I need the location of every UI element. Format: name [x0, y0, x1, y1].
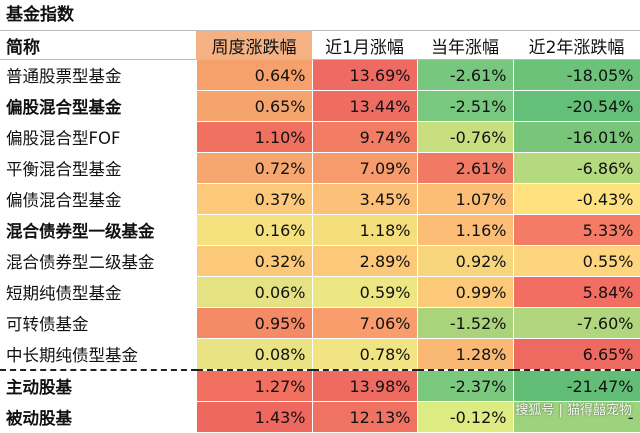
- table-row: 偏债混合型基金 0.37% 3.45% 1.07% -0.43%: [0, 183, 640, 215]
- value-cell: 0.72%: [196, 152, 313, 184]
- value-cell: -20.54%: [513, 90, 640, 122]
- fund-name-cell: 普通股票型基金: [0, 59, 197, 91]
- fund-name-cell: 混合债券型一级基金: [0, 214, 197, 246]
- value-cell: -1.52%: [417, 307, 514, 339]
- fund-name-cell: 偏债混合型基金: [0, 183, 197, 215]
- table-row: 偏股混合型基金 0.65% 13.44% -2.51% -20.54%: [0, 90, 640, 122]
- value-cell: 12.13%: [312, 401, 418, 433]
- value-cell: 7.09%: [312, 152, 418, 184]
- table-title: 基金指数: [6, 5, 74, 25]
- value-cell: 2.61%: [417, 152, 514, 184]
- value-cell: -0.76%: [417, 121, 514, 153]
- value-cell: 0.78%: [312, 338, 418, 371]
- fund-name-cell: 偏股混合型FOF: [0, 121, 197, 153]
- value-cell: -2.37%: [417, 369, 514, 402]
- value-cell: 0.92%: [417, 245, 514, 277]
- table-row: 普通股票型基金 0.64% 13.69% -2.61% -18.05%: [0, 59, 640, 91]
- value-cell: 1.07%: [417, 183, 514, 215]
- value-cell: -2.61%: [417, 59, 514, 91]
- header-name: 简称: [0, 30, 196, 60]
- value-cell: 0.37%: [196, 183, 313, 215]
- table-row: 平衡混合型基金 0.72% 7.09% 2.61% -6.86%: [0, 152, 640, 184]
- value-cell: 0.65%: [196, 90, 313, 122]
- value-cell: 7.06%: [312, 307, 418, 339]
- value-cell: 0.95%: [196, 307, 313, 339]
- fund-name-cell: 平衡混合型基金: [0, 152, 197, 184]
- value-cell: 13.98%: [312, 369, 418, 402]
- header-2y-change: 近2年涨跌幅: [513, 30, 640, 60]
- value-cell: 6.65%: [513, 338, 640, 371]
- fund-index-table: 简称 周度涨跌幅 近1月涨幅 当年涨幅 近2年涨跌幅 普通股票型基金 0.64% 1…: [0, 30, 640, 433]
- value-cell: 5.84%: [513, 276, 640, 308]
- value-cell: 1.10%: [196, 121, 313, 153]
- fund-name-cell: 中长期纯债型基金: [0, 338, 197, 371]
- watermark-text: 搜狐号 | 猫得囍宠物: [515, 403, 632, 418]
- fund-name-cell: 短期纯债型基金: [0, 276, 197, 308]
- table-row: 偏股混合型FOF 1.10% 9.74% -0.76% -16.01%: [0, 121, 640, 153]
- table-row: 混合债券型二级基金 0.32% 2.89% 0.92% 0.55%: [0, 245, 640, 277]
- value-cell: -7.60%: [513, 307, 640, 339]
- value-cell: 1.43%: [196, 401, 313, 433]
- table-row: 短期纯债型基金 0.06% 0.59% 0.99% 5.84%: [0, 276, 640, 308]
- value-cell: 0.64%: [196, 59, 313, 91]
- table-row: 可转债基金 0.95% 7.06% -1.52% -7.60%: [0, 307, 640, 339]
- fund-name-cell: 混合债券型二级基金: [0, 245, 197, 277]
- header-weekly-change: 周度涨跌幅: [196, 30, 312, 60]
- value-cell: 1.16%: [417, 214, 514, 246]
- value-cell: 0.59%: [312, 276, 418, 308]
- value-cell: -6.86%: [513, 152, 640, 184]
- header-1m-change: 近1月涨幅: [312, 30, 417, 60]
- value-cell: 0.99%: [417, 276, 514, 308]
- value-cell: 9.74%: [312, 121, 418, 153]
- table-row: 中长期纯债型基金 0.08% 0.78% 1.28% 6.65%: [0, 338, 640, 371]
- value-cell: -18.05%: [513, 59, 640, 91]
- value-cell: -21.47%: [513, 369, 640, 402]
- fund-name-cell: 被动股基: [0, 401, 197, 433]
- fund-name-cell: 可转债基金: [0, 307, 197, 339]
- value-cell: 0.55%: [513, 245, 640, 277]
- header-ytd-change: 当年涨幅: [417, 30, 513, 60]
- fund-name-cell: 主动股基: [0, 369, 197, 402]
- value-cell: 13.44%: [312, 90, 418, 122]
- value-cell: 2.89%: [312, 245, 418, 277]
- value-cell: 1.28%: [417, 338, 514, 371]
- table-row: 主动股基 1.27% 13.98% -2.37% -21.47%: [0, 369, 640, 402]
- value-cell: 0.16%: [196, 214, 313, 246]
- value-cell: 1.27%: [196, 369, 313, 402]
- header-row: 简称 周度涨跌幅 近1月涨幅 当年涨幅 近2年涨跌幅: [0, 30, 640, 60]
- value-cell: 3.45%: [312, 183, 418, 215]
- value-cell: 13.69%: [312, 59, 418, 91]
- table-row: 混合债券型一级基金 0.16% 1.18% 1.16% 5.33%: [0, 214, 640, 246]
- value-cell: 1.18%: [312, 214, 418, 246]
- value-cell: -16.01%: [513, 121, 640, 153]
- value-cell: 5.33%: [513, 214, 640, 246]
- value-cell: -0.43%: [513, 183, 640, 215]
- value-cell: -2.51%: [417, 90, 514, 122]
- fund-name-cell: 偏股混合型基金: [0, 90, 197, 122]
- value-cell: 0.32%: [196, 245, 313, 277]
- value-cell: 0.06%: [196, 276, 313, 308]
- value-cell: 0.08%: [196, 338, 313, 371]
- value-cell: -0.12%: [417, 401, 514, 433]
